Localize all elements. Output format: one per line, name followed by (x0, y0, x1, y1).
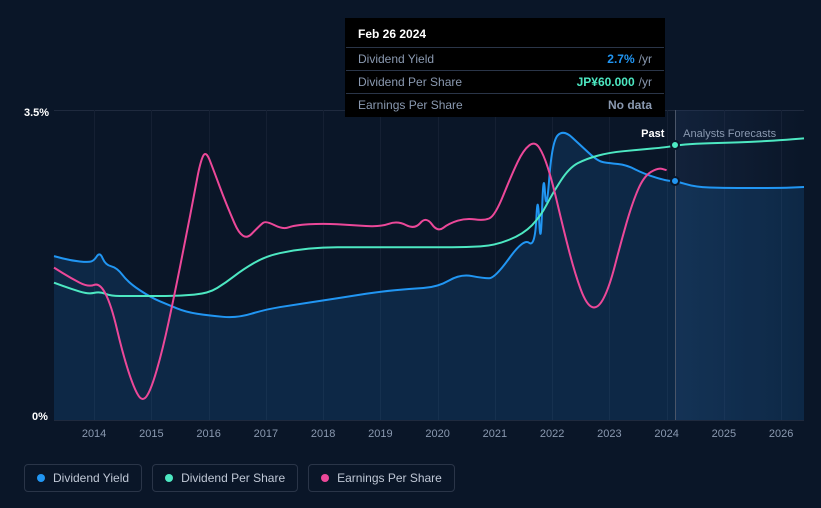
x-axis-label: 2018 (311, 428, 335, 440)
tooltip-row: Dividend Yield2.7% /yr (346, 48, 664, 71)
x-axis-label: 2024 (654, 428, 678, 440)
tooltip-row: Dividend Per ShareJP¥60.000/yr (346, 71, 664, 94)
plot-area[interactable]: 3.5% 0% 20142015201620172018201920202021… (54, 110, 804, 420)
legend-label: Earnings Per Share (337, 471, 442, 485)
legend-item[interactable]: Earnings Per Share (308, 464, 455, 492)
x-axis-label: 2020 (425, 428, 449, 440)
x-axis-label: 2015 (139, 428, 163, 440)
tooltip-row-label: Dividend Yield (358, 52, 607, 66)
x-axis-label: 2017 (254, 428, 278, 440)
y-axis-label-top: 3.5% (24, 107, 49, 119)
x-axis-label: 2014 (82, 428, 106, 440)
legend-item[interactable]: Dividend Per Share (152, 464, 298, 492)
cursor-dot (670, 140, 680, 150)
gridline-h (54, 420, 804, 421)
x-axis-label: 2019 (368, 428, 392, 440)
cursor-dot (670, 176, 680, 186)
y-axis-label-bottom: 0% (32, 411, 48, 423)
x-axis-label: 2021 (483, 428, 507, 440)
series-area-dividend_yield (54, 133, 804, 420)
tooltip-row-value: 2.7% (607, 52, 634, 66)
x-axis-label: 2025 (712, 428, 736, 440)
legend-dot-icon (165, 474, 173, 482)
x-axis-label: 2016 (196, 428, 220, 440)
legend-dot-icon (321, 474, 329, 482)
chart-tooltip: Feb 26 2024 Dividend Yield2.7%/yrDividen… (345, 18, 665, 117)
tooltip-date: Feb 26 2024 (346, 19, 664, 48)
legend-label: Dividend Per Share (181, 471, 285, 485)
legend-item[interactable]: Dividend Yield (24, 464, 142, 492)
x-axis-label: 2022 (540, 428, 564, 440)
cursor-line (675, 110, 676, 420)
tooltip-row-suffix: /yr (639, 52, 652, 66)
legend-label: Dividend Yield (53, 471, 129, 485)
chart-svg (54, 110, 804, 420)
legend-dot-icon (37, 474, 45, 482)
tooltip-row-value: JP¥60.000 (577, 75, 635, 89)
tooltip-row: Earnings Per ShareNo data (346, 94, 664, 116)
tooltip-row-label: Earnings Per Share (358, 98, 608, 112)
tooltip-row-value: No data (608, 98, 652, 112)
legend: Dividend Yield Dividend Per Share Earnings… (24, 464, 455, 492)
tooltip-row-label: Dividend Per Share (358, 75, 577, 89)
tooltip-row-suffix: /yr (639, 75, 652, 89)
x-axis-label: 2026 (769, 428, 793, 440)
x-axis-label: 2023 (597, 428, 621, 440)
